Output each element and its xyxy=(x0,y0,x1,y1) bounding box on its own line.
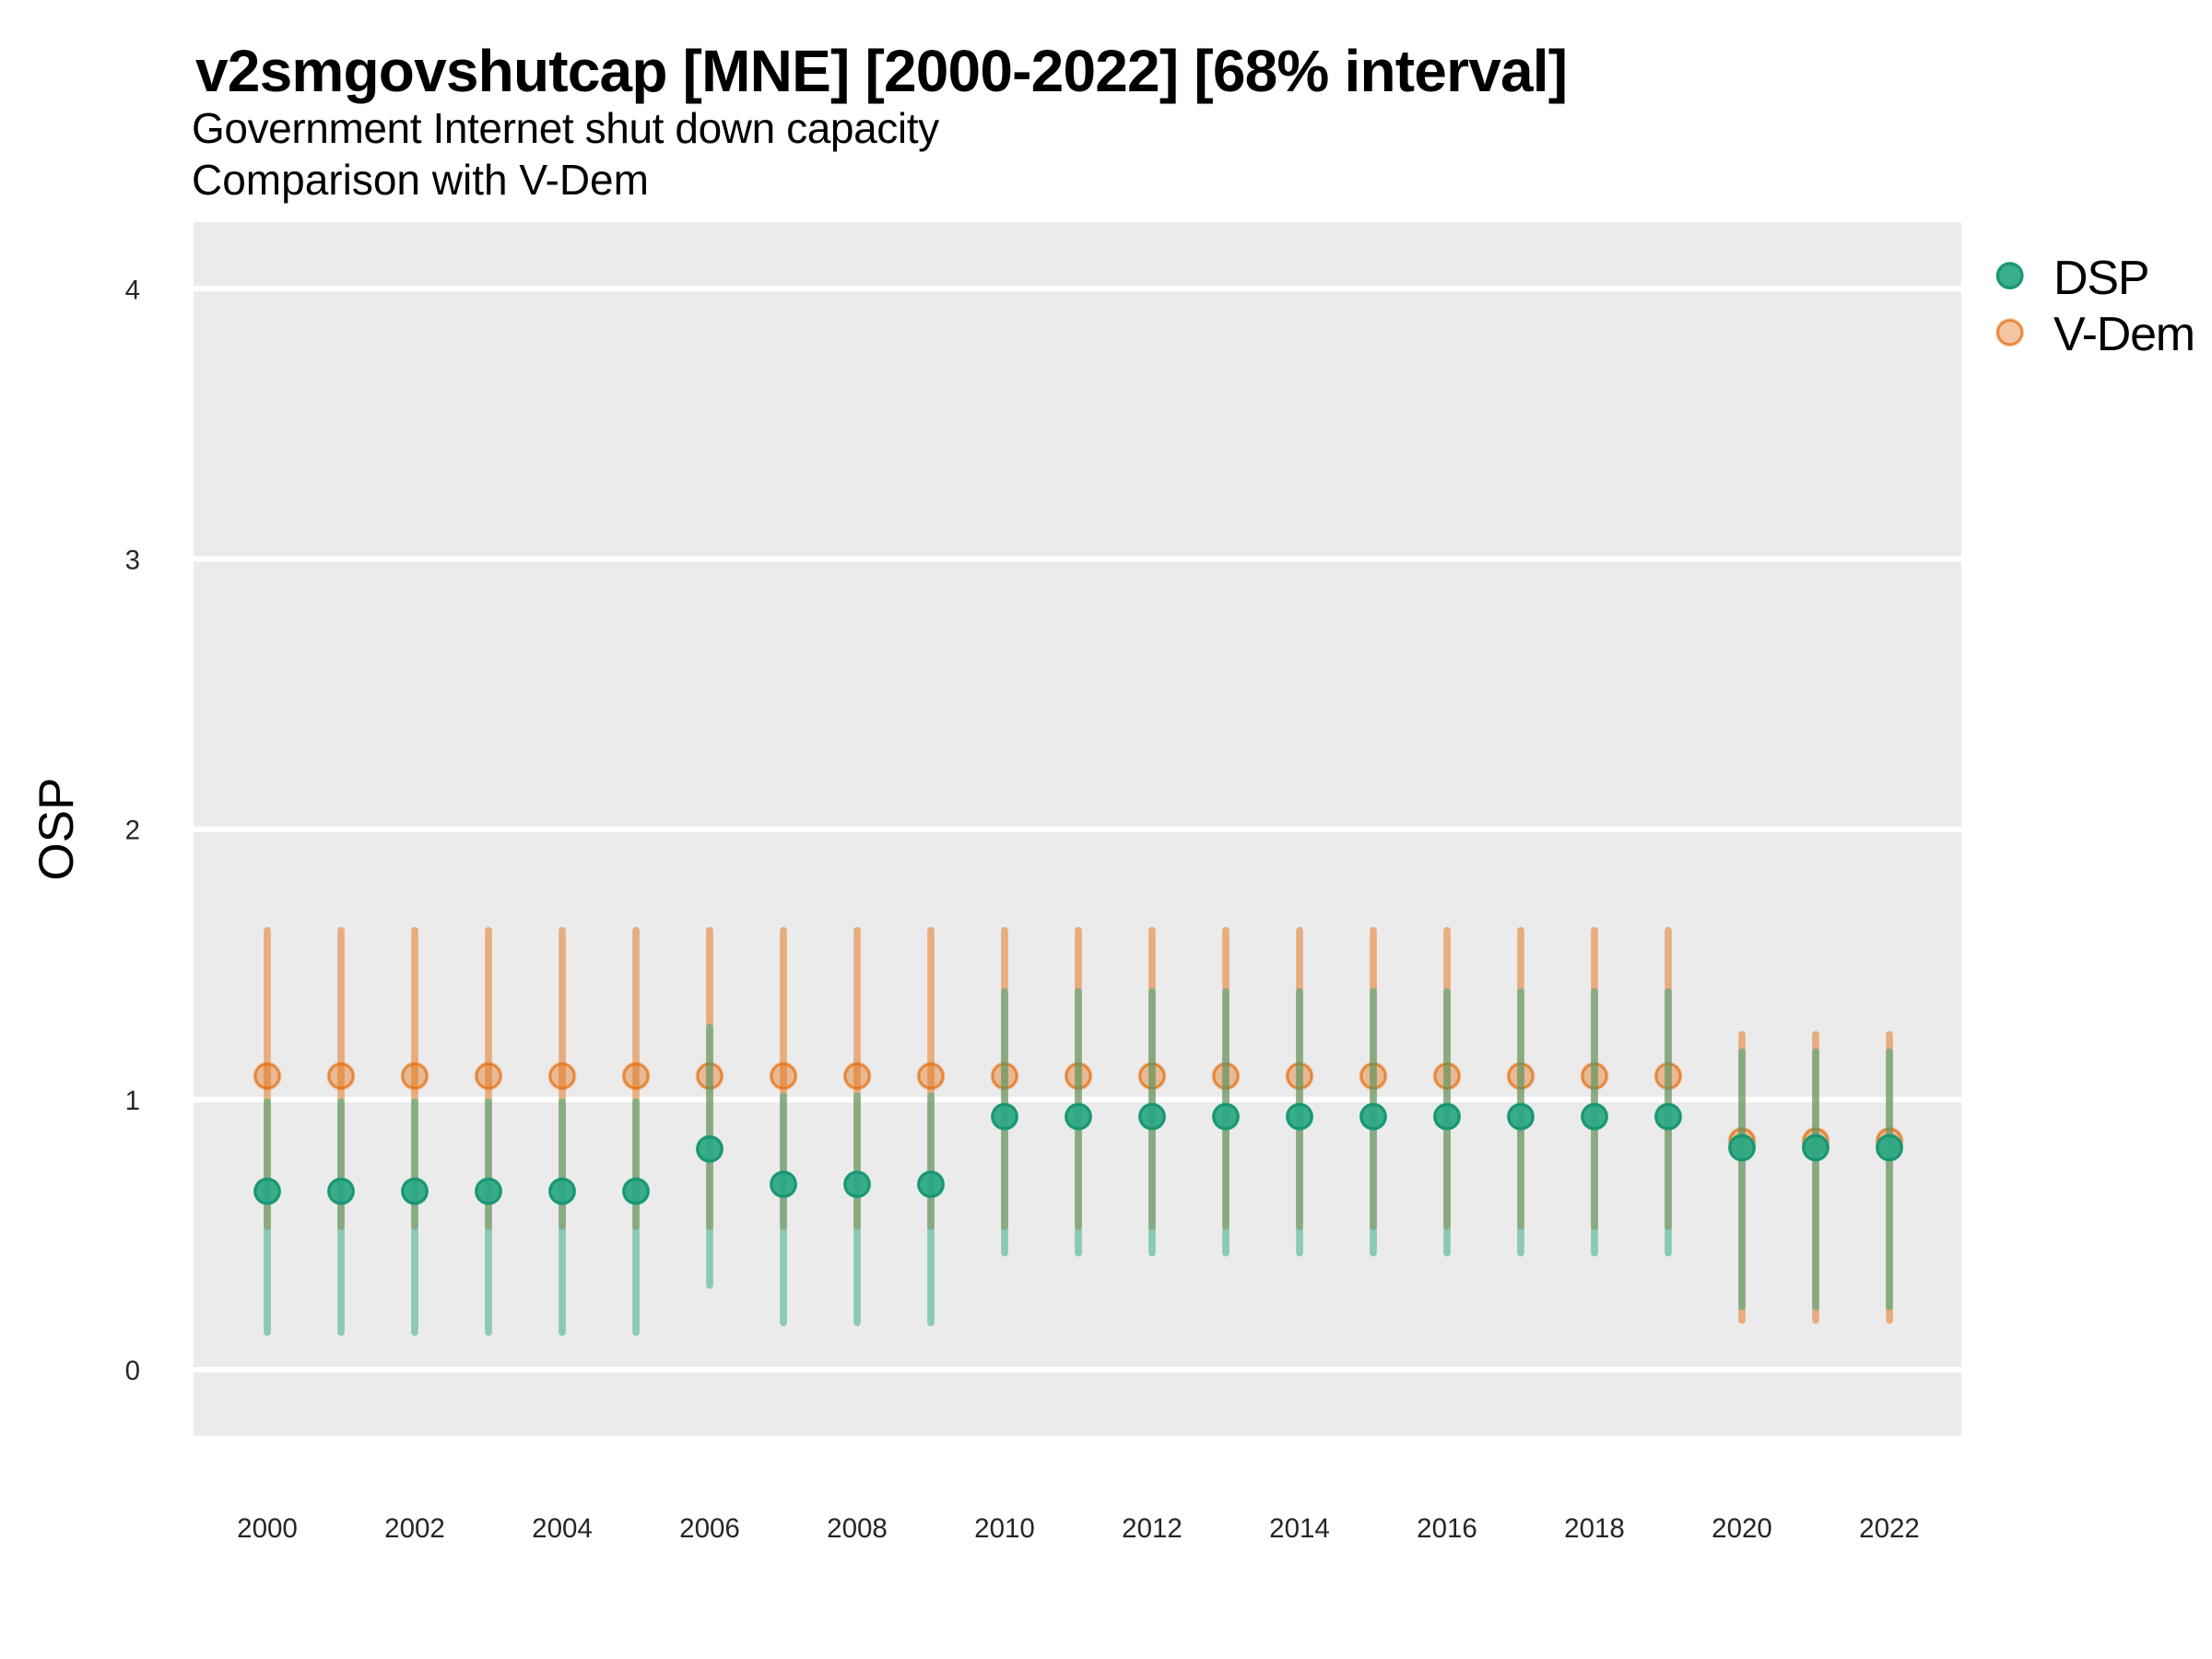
svg-text:2014: 2014 xyxy=(1269,1513,1330,1544)
svg-text:v2smgovshutcap [MNE] [2000-202: v2smgovshutcap [MNE] [2000-2022] [68% in… xyxy=(195,38,1567,104)
svg-text:2002: 2002 xyxy=(384,1513,445,1544)
svg-text:Comparison with V-Dem: Comparison with V-Dem xyxy=(192,156,649,204)
svg-text:3: 3 xyxy=(125,546,140,576)
svg-text:2006: 2006 xyxy=(679,1513,740,1544)
svg-text:2012: 2012 xyxy=(1122,1513,1182,1544)
svg-text:2020: 2020 xyxy=(1712,1513,1772,1544)
svg-text:DSP: DSP xyxy=(2053,252,2148,305)
svg-text:2018: 2018 xyxy=(1564,1513,1625,1544)
svg-text:2: 2 xyxy=(125,816,140,846)
svg-text:2008: 2008 xyxy=(827,1513,888,1544)
svg-text:2010: 2010 xyxy=(974,1513,1035,1544)
svg-text:1: 1 xyxy=(125,1086,140,1116)
svg-text:0: 0 xyxy=(125,1356,140,1386)
svg-text:OSP: OSP xyxy=(29,778,84,881)
svg-text:2000: 2000 xyxy=(237,1513,298,1544)
svg-text:4: 4 xyxy=(125,275,140,305)
svg-text:V-Dem: V-Dem xyxy=(2053,308,2194,361)
svg-text:2016: 2016 xyxy=(1417,1513,1477,1544)
svg-text:2004: 2004 xyxy=(532,1513,593,1544)
svg-text:Government Internet shut down: Government Internet shut down capacity xyxy=(192,104,939,152)
svg-text:2022: 2022 xyxy=(1859,1513,1920,1544)
